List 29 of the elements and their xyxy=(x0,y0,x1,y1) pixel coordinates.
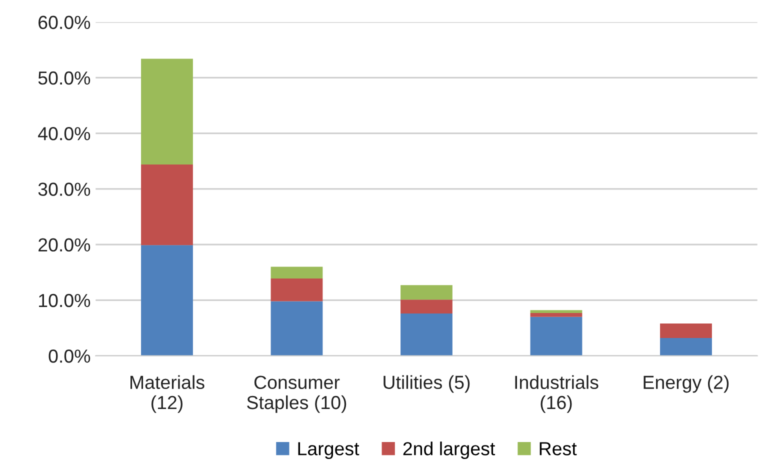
legend-label: Rest xyxy=(540,442,577,456)
y-tick-label: 40.0% xyxy=(38,127,90,140)
bar xyxy=(400,300,452,314)
y-tick-label: 60.0% xyxy=(38,16,90,30)
x-tick-label: Utilities (5) xyxy=(384,375,470,393)
bar xyxy=(660,324,712,338)
bar xyxy=(660,338,712,356)
bar xyxy=(530,310,582,313)
bar xyxy=(400,285,452,300)
x-tick-label: Consumer Staples (10) xyxy=(247,376,346,413)
bar xyxy=(530,312,582,317)
bar xyxy=(141,245,193,356)
bar xyxy=(270,301,323,356)
bar xyxy=(270,266,323,278)
bar xyxy=(141,58,193,164)
legend-label: 2nd largest xyxy=(403,442,496,460)
y-tick-label: 20.0% xyxy=(38,238,90,252)
bar xyxy=(141,164,193,246)
x-tick-label: Energy (2) xyxy=(644,375,729,393)
y-tick-label: 10.0% xyxy=(39,294,90,308)
bar xyxy=(530,316,582,356)
y-tick-label: 30.0% xyxy=(38,182,90,196)
bar xyxy=(270,278,323,302)
bar xyxy=(400,314,452,356)
y-tick-label: 50.0% xyxy=(38,71,90,85)
y-tick-label: 0.0% xyxy=(48,349,90,363)
x-tick-label: Industrials (16) xyxy=(515,375,598,413)
legend-label: Largest xyxy=(298,442,360,460)
x-tick-label: Materials (12) xyxy=(130,375,204,413)
